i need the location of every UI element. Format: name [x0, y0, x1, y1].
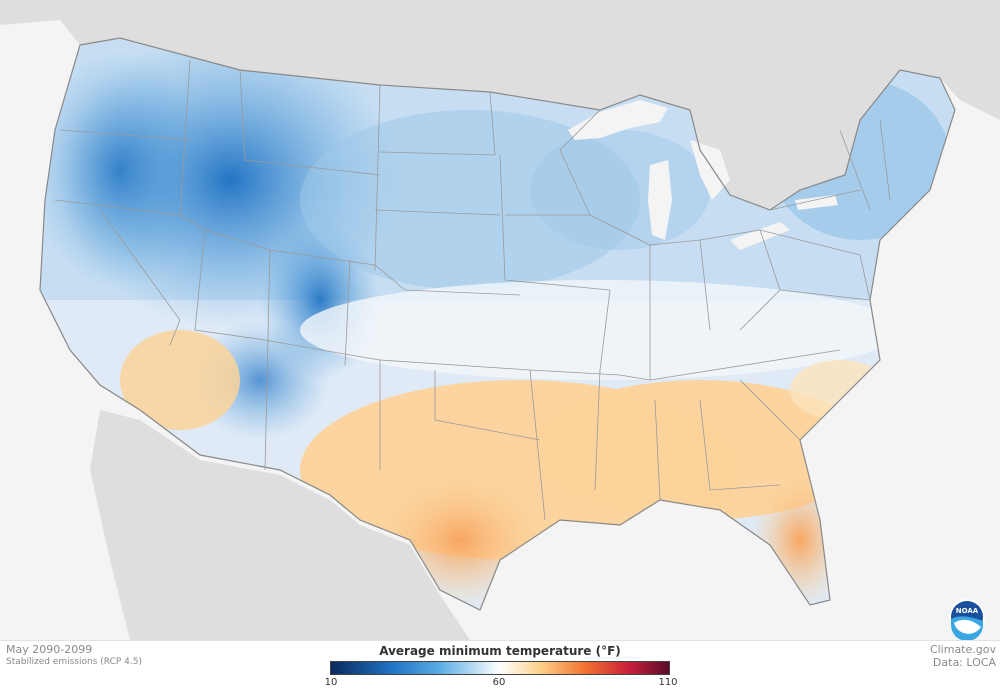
- map-footer: May 2090-2099 Stabilized emissions (RCP …: [0, 640, 1000, 691]
- data-credit: Data: LOCA: [932, 656, 996, 669]
- lake-superior: [568, 100, 668, 140]
- baja-peninsula: [120, 420, 215, 620]
- us-map: NOAA: [0, 0, 1000, 640]
- legend-color-bar: [330, 661, 670, 675]
- lake-michigan: [648, 160, 672, 240]
- canada-landmass: [0, 0, 1000, 210]
- legend-title-text: Average minimum temperature: [379, 644, 592, 658]
- state-borders: [39, 37, 956, 611]
- lake-huron: [690, 140, 730, 200]
- legend-max-tick: 110: [658, 677, 678, 688]
- legend-min-tick: 10: [324, 677, 338, 688]
- svg-text:NOAA: NOAA: [956, 607, 979, 615]
- legend-unit: (°F): [595, 644, 621, 658]
- legend-mid-tick: 60: [492, 677, 506, 688]
- source-credit[interactable]: Climate.gov: [929, 643, 996, 656]
- period-label: May 2090-2099: [6, 643, 93, 656]
- map-canvas: NOAA: [0, 0, 1000, 640]
- noaa-logo: NOAA: [949, 599, 985, 640]
- legend-title: Average minimum temperature (°F): [330, 644, 670, 658]
- lake-erie: [730, 222, 790, 250]
- lake-ontario: [795, 195, 838, 210]
- scenario-label: Stabilized emissions (RCP 4.5): [6, 657, 142, 667]
